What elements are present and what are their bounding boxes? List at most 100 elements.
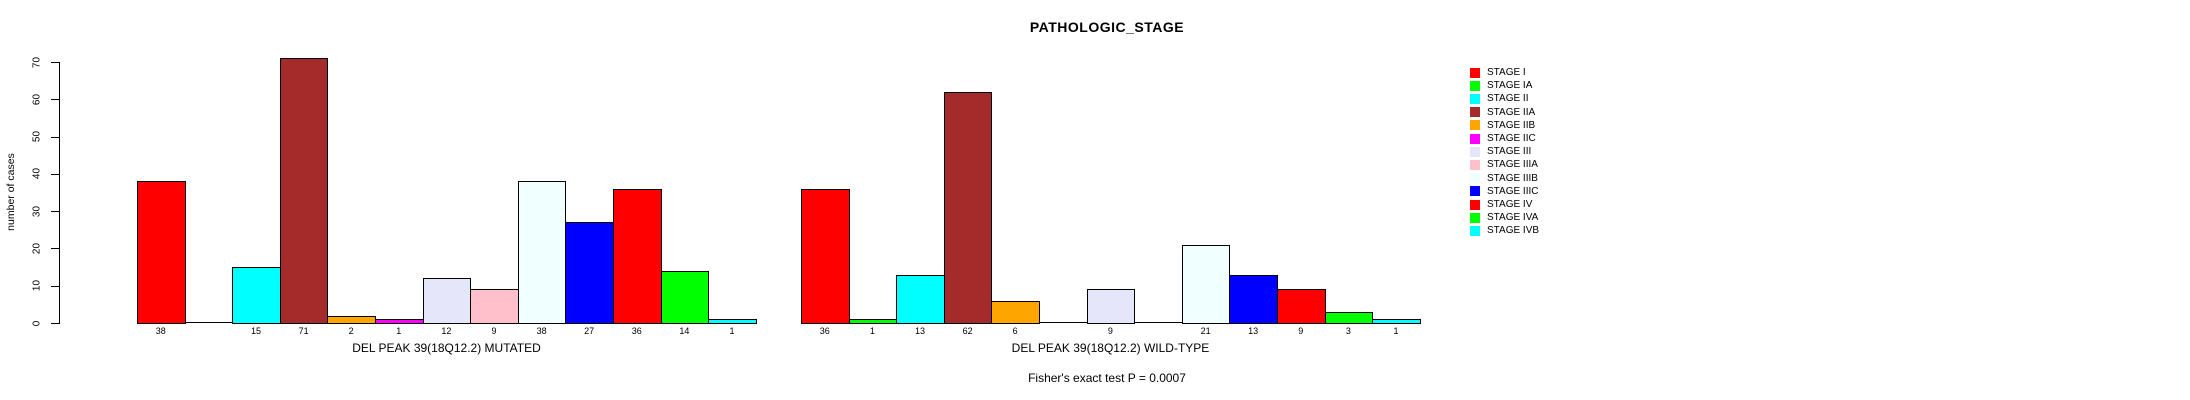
legend-item: STAGE IIA [1470,106,1535,119]
legend-label: STAGE IIIA [1487,159,1538,171]
bar-stage-iic [375,319,424,324]
bar-stage-iva [1324,311,1374,324]
bar-value-label: 71 [298,326,309,336]
bar-stage-i [801,188,850,324]
y-tick-mark [51,285,59,287]
y-tick-label: 70 [31,56,43,68]
bar-value-label: 15 [250,326,261,336]
legend-swatch [1470,225,1480,236]
legend-item: STAGE IIB [1470,119,1535,132]
bar-value-label: 9 [491,326,497,336]
legend-item: STAGE IVA [1470,211,1538,224]
bar-value-label: 38 [155,326,166,336]
y-axis-line [59,62,60,324]
bar-stage-iii [1086,289,1136,324]
legend-label: STAGE I [1487,67,1526,78]
bar-stage-iia [279,58,329,324]
bar-value-label: 12 [441,326,452,336]
legend-swatch [1470,80,1480,91]
bar-value-label: 36 [631,326,642,336]
y-tick-label: 40 [31,168,43,180]
bar-stage-ii [896,274,945,324]
bar-value-label: 1 [729,326,735,336]
legend-label: STAGE IIC [1487,133,1536,144]
bar-stage-i [137,181,186,324]
bar-value-label: 1 [869,326,875,336]
legend-label: STAGE IVA [1487,212,1539,224]
y-tick-mark [51,211,59,213]
bar-stage-iii [422,278,472,324]
bar-value-label: 1 [1393,326,1399,336]
bar-value-label: 62 [962,326,973,336]
bar-value-label: 3 [1345,326,1351,336]
legend-item: STAGE IIIC [1470,185,1539,198]
bar-value-label: 13 [1248,326,1259,336]
legend-label: STAGE IIA [1487,106,1536,118]
y-tick-label: 20 [31,242,43,254]
y-tick-label: 10 [31,280,43,292]
bar-value-label: 36 [819,326,830,336]
bar-value-label: 9 [1298,326,1304,336]
legend-item: STAGE IVB [1470,224,1539,237]
legend-swatch [1470,93,1480,104]
y-tick-label: 30 [31,205,43,217]
legend-label: STAGE II [1487,93,1529,105]
legend-swatch [1470,133,1480,144]
bar-value-label: 38 [536,326,547,336]
legend-item: STAGE IIIB [1470,172,1538,185]
legend-item: STAGE IIC [1470,132,1536,145]
legend-swatch [1470,186,1480,197]
bar-value-label: 21 [1200,326,1211,336]
bar-stage-iva [660,270,710,324]
legend-item: STAGE III [1470,145,1531,158]
legend-label: STAGE IIIC [1487,185,1539,197]
bar-stage-iia [943,91,993,324]
bar-value-label: 1 [396,326,402,336]
bar-stage-iiib [1181,244,1231,324]
legend-swatch [1470,146,1480,157]
bar-stage-ivb [708,319,757,324]
y-tick-label: 50 [31,131,43,143]
bar-stage-iv [613,188,662,324]
bar-stage-iv [1277,289,1326,324]
legend-item: STAGE IA [1470,79,1532,92]
y-tick-mark [51,173,59,175]
bar-value-label: 13 [914,326,925,336]
chart-title: PATHOLOGIC_STAGE [1029,19,1185,35]
bar-stage-ia [848,319,898,324]
legend-label: STAGE IV [1487,199,1533,210]
bar-stage-iiib [517,181,567,324]
legend-label: STAGE IIB [1487,119,1536,131]
bar-value-label: 14 [679,326,690,336]
legend-swatch [1470,107,1480,118]
bar-stage-iiic [565,222,614,324]
bar-stage-iib [327,315,376,324]
y-tick-mark [51,248,59,250]
legend-label: STAGE IA [1487,80,1533,92]
legend-label: STAGE III [1487,146,1532,158]
legend-item: STAGE IIIA [1470,158,1538,171]
legend-item: STAGE I [1470,66,1526,79]
bar-stage-iiic [1229,274,1278,324]
bar-stage-ivb [1372,319,1421,324]
fisher-test-annotation: Fisher's exact test P = 0.0007 [1028,371,1186,385]
bar-value-label: 27 [584,326,595,336]
y-tick-label: 60 [31,93,43,105]
y-axis-label: number of cases [5,153,17,231]
y-tick-mark [51,323,59,324]
bar-value-label: 2 [348,326,354,336]
legend-label: STAGE IIIB [1487,172,1538,184]
x-axis-label-mutated: DEL PEAK 39(18Q12.2) MUTATED [352,341,541,355]
bar-stage-ii [232,267,281,324]
legend-swatch [1470,159,1480,170]
bar-value-label: 9 [1107,326,1113,336]
bar-value-label: 6 [1012,326,1018,336]
legend-item: STAGE II [1470,92,1529,105]
legend-swatch [1470,67,1480,78]
legend-swatch [1470,120,1480,131]
bar-stage-iiia [470,289,519,324]
legend-item: STAGE IV [1470,198,1532,211]
legend-swatch [1470,212,1480,223]
x-axis-label-wildtype: DEL PEAK 39(18Q12.2) WILD-TYPE [1011,341,1210,355]
